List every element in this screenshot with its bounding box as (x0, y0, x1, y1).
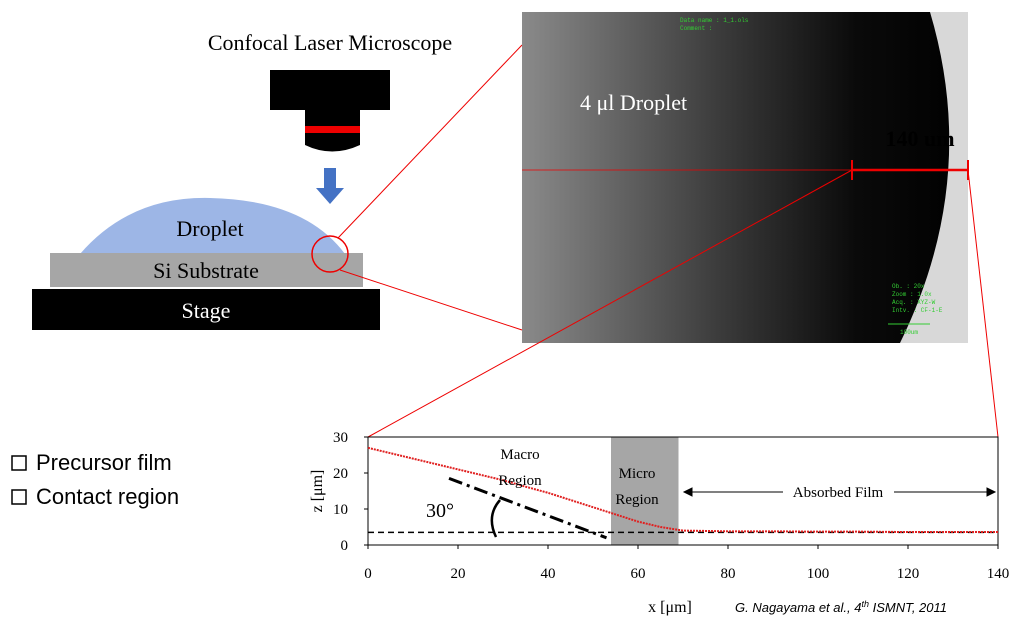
info-text: Comment : (680, 25, 712, 32)
micro-region (611, 437, 679, 545)
microscope-head (270, 70, 390, 110)
y-tick-label: 30 (333, 430, 348, 446)
droplet-label: Droplet (176, 216, 243, 241)
microscope-label: Confocal Laser Microscope (208, 30, 452, 55)
checkbox (12, 456, 26, 470)
y-tick-label: 0 (341, 538, 349, 554)
info-text: 100um (900, 329, 918, 336)
info-text: Ob. : 20x (892, 283, 925, 290)
info-text: Intv. : CF-1-E (892, 307, 943, 314)
info-text: Acq. : XYZ-W (892, 299, 936, 306)
y-axis-label: z [μm] (309, 470, 326, 513)
scale-label: 140 um (885, 126, 954, 151)
bullet: Precursor film (36, 450, 172, 475)
y-tick-label: 20 (333, 466, 348, 482)
annotation: Region (615, 492, 659, 508)
info-text: Zoom : 1.0x (892, 291, 932, 298)
profile (368, 448, 998, 532)
annotation: Region (498, 473, 542, 489)
x-tick-label: 40 (541, 566, 556, 582)
bullet: Contact region (36, 484, 179, 509)
info-text: Data name : 1_1.ols (680, 17, 749, 24)
x-tick-label: 0 (364, 566, 372, 582)
x-tick-label: 140 (987, 566, 1010, 582)
slide: Confocal Laser Microscope Droplet Si Sub… (0, 0, 1031, 621)
x-tick-label: 100 (807, 566, 830, 582)
plot-frame (368, 437, 998, 545)
x-tick-label: 120 (897, 566, 920, 582)
micrograph-label: 4 μl Droplet (580, 90, 687, 115)
citation-venue: ISMNT, 2011 (869, 600, 947, 615)
citation-authors: G. Nagayama et al., 4 (735, 600, 861, 615)
laser-stripe (305, 126, 360, 133)
checkbox (12, 490, 26, 504)
annotation: 30° (426, 500, 454, 522)
annotation: Macro (500, 447, 539, 463)
stage-label: Stage (182, 298, 231, 323)
substrate-label: Si Substrate (153, 258, 259, 283)
citation-sup: th (861, 599, 869, 609)
citation: G. Nagayama et al., 4th ISMNT, 2011 (735, 599, 947, 615)
x-tick-label: 80 (721, 566, 736, 582)
annotation: Micro (619, 466, 656, 482)
x-tick-label: 20 (451, 566, 466, 582)
annotation: Absorbed Film (793, 485, 884, 501)
arrow (316, 168, 344, 204)
x-tick-label: 60 (631, 566, 646, 582)
angle-arc (492, 500, 500, 537)
zoom-line (968, 170, 998, 437)
x-axis-label: x [μm] (648, 599, 692, 616)
y-tick-label: 10 (333, 502, 348, 518)
